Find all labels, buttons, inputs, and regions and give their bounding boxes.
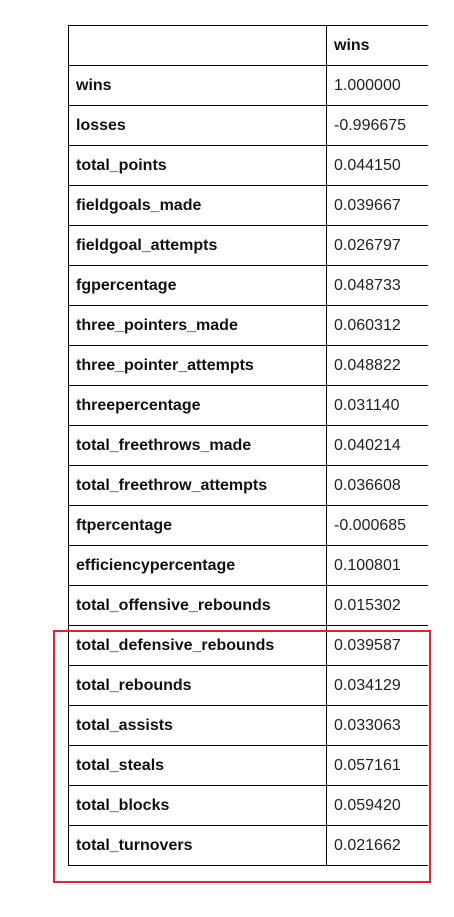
row-label: total_rebounds: [68, 665, 327, 706]
table-row: total_points 0.044150: [68, 145, 430, 186]
row-label: efficiencypercentage: [68, 545, 327, 586]
table-row: total_steals 0.057161: [68, 745, 430, 786]
row-value: 0.059420: [326, 785, 430, 826]
row-label: total_defensive_rebounds: [68, 625, 327, 666]
table-body: wins 1.000000 losses -0.996675 total_points 0…: [68, 65, 430, 866]
table-row: threepercentage 0.031140: [68, 385, 430, 426]
row-value: -0.996675: [326, 105, 430, 146]
table-row: total_assists 0.033063: [68, 705, 430, 746]
row-label: fieldgoals_made: [68, 185, 327, 226]
row-value: 0.048822: [326, 345, 430, 386]
row-label: fgpercentage: [68, 265, 327, 306]
row-value: 0.036608: [326, 465, 430, 506]
row-value: 0.021662: [326, 825, 430, 866]
row-label: wins: [68, 65, 327, 106]
row-label: total_freethrows_made: [68, 425, 327, 466]
table-header-row: wins: [68, 25, 430, 66]
row-value: 0.060312: [326, 305, 430, 346]
row-label: total_points: [68, 145, 327, 186]
row-value: 0.015302: [326, 585, 430, 626]
table-row: total_freethrow_attempts 0.036608: [68, 465, 430, 506]
row-value: 0.044150: [326, 145, 430, 186]
table-row: total_blocks 0.059420: [68, 785, 430, 826]
row-label: total_assists: [68, 705, 327, 746]
table-right-edge-clip: [428, 25, 430, 881]
row-value: 0.057161: [326, 745, 430, 786]
table-row: fgpercentage 0.048733: [68, 265, 430, 306]
row-label: total_turnovers: [68, 825, 327, 866]
row-label: total_freethrow_attempts: [68, 465, 327, 506]
table-row: efficiencypercentage 0.100801: [68, 545, 430, 586]
row-value: 0.048733: [326, 265, 430, 306]
row-value: 0.100801: [326, 545, 430, 586]
row-value: 1.000000: [326, 65, 430, 106]
row-label: threepercentage: [68, 385, 327, 426]
table-row: wins 1.000000: [68, 65, 430, 106]
row-value: 0.031140: [326, 385, 430, 426]
row-value: 0.039587: [326, 625, 430, 666]
row-label: ftpercentage: [68, 505, 327, 546]
row-label: three_pointer_attempts: [68, 345, 327, 386]
row-value: 0.040214: [326, 425, 430, 466]
index-header-cell: [68, 25, 327, 66]
row-value: 0.034129: [326, 665, 430, 706]
table-row: fieldgoals_made 0.039667: [68, 185, 430, 226]
table-row: ftpercentage -0.000685: [68, 505, 430, 546]
table-row: total_turnovers 0.021662: [68, 825, 430, 866]
row-label: total_blocks: [68, 785, 327, 826]
row-label: total_steals: [68, 745, 327, 786]
row-label: fieldgoal_attempts: [68, 225, 327, 266]
row-label: total_offensive_rebounds: [68, 585, 327, 626]
row-value: -0.000685: [326, 505, 430, 546]
table-row: total_freethrows_made 0.040214: [68, 425, 430, 466]
column-header-wins: wins: [326, 25, 430, 66]
correlation-table-frame: wins wins 1.000000 losses -0.996675 total_po…: [68, 25, 430, 866]
correlation-table: wins wins 1.000000 losses -0.996675 total_po…: [68, 25, 430, 866]
table-row: total_offensive_rebounds 0.015302: [68, 585, 430, 626]
row-label: three_pointers_made: [68, 305, 327, 346]
table-row: losses -0.996675: [68, 105, 430, 146]
table-row: three_pointers_made 0.060312: [68, 305, 430, 346]
table-row: total_defensive_rebounds 0.039587: [68, 625, 430, 666]
row-label: losses: [68, 105, 327, 146]
row-value: 0.026797: [326, 225, 430, 266]
row-value: 0.039667: [326, 185, 430, 226]
row-value: 0.033063: [326, 705, 430, 746]
table-row: three_pointer_attempts 0.048822: [68, 345, 430, 386]
table-row: total_rebounds 0.034129: [68, 665, 430, 706]
table-row: fieldgoal_attempts 0.026797: [68, 225, 430, 266]
